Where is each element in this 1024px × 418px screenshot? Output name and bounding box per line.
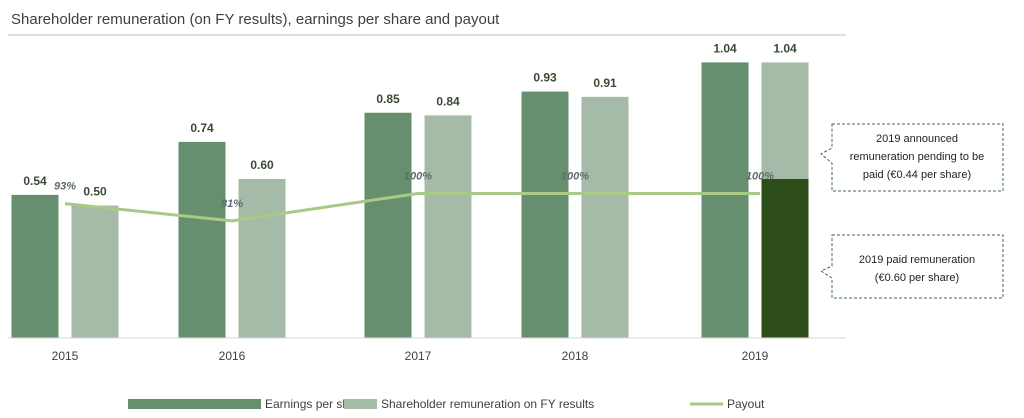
legend-swatch-remuneration [344, 399, 377, 409]
annotation-pending-box [820, 123, 1004, 192]
x-tick-2017: 2017 [405, 349, 432, 363]
x-ticks-layer: 2015 2016 2017 2018 2019 [52, 349, 769, 363]
annotation-paid-line-2: (€0.60 per share) [875, 272, 959, 284]
label-eps-2018: 0.93 [533, 71, 557, 85]
payout-label-2018: 100% [561, 170, 589, 182]
x-tick-2016: 2016 [219, 349, 246, 363]
bar-remuneration-2018 [581, 96, 629, 338]
bar-remuneration-pending-2019 [761, 62, 809, 179]
annotation-pending-line-3: paid (€0.44 per share) [863, 169, 971, 181]
annotation-pending-line-1: 2019 announced [876, 133, 958, 145]
label-remuneration-2015: 0.50 [83, 185, 107, 199]
bar-eps-2018 [521, 91, 569, 338]
chart-title: Shareholder remuneration (on FY results)… [11, 11, 500, 28]
labels-layer: 0.54 0.50 0.74 0.60 0.85 0.84 0.93 0.91 1.04 1.04… [23, 41, 797, 210]
label-remuneration-2017: 0.84 [436, 94, 460, 108]
payout-label-2016: 81% [221, 198, 243, 210]
label-remuneration-2018: 0.91 [593, 76, 617, 90]
bars-layer [11, 62, 809, 339]
bar-eps-2019 [701, 62, 749, 339]
label-eps-2015: 0.54 [23, 174, 47, 188]
annotation-paid-line-1: 2019 paid remuneration [859, 254, 975, 266]
label-eps-2017: 0.85 [376, 92, 400, 106]
bar-eps-2016 [178, 141, 226, 338]
legend: Earnings per share Shareholder remunerat… [128, 397, 765, 411]
legend-label-remuneration: Shareholder remuneration on FY results [381, 397, 594, 411]
annotation-pending: 2019 announced remuneration pending to b… [820, 123, 1004, 192]
bar-remuneration-2017 [424, 115, 472, 339]
legend-label-eps: Earnings per share [265, 397, 367, 411]
bar-remuneration-2015 [71, 205, 119, 338]
payout-label-2017: 100% [404, 170, 432, 182]
legend-label-payout: Payout [727, 397, 765, 411]
payout-label-2015: 93% [54, 181, 76, 193]
label-remuneration-2016: 0.60 [250, 158, 274, 172]
payout-line-layer [64, 191, 760, 223]
bar-eps-2015 [11, 194, 59, 338]
annotation-pending-line-2: remuneration pending to be [850, 151, 985, 163]
x-tick-2015: 2015 [52, 349, 79, 363]
label-eps-2016: 0.74 [190, 121, 214, 135]
bar-eps-2017 [364, 112, 412, 338]
payout-line [64, 191, 760, 223]
legend-swatch-eps [128, 399, 261, 409]
label-eps-2019: 1.04 [713, 41, 737, 55]
bar-remuneration-paid-2019 [761, 179, 809, 338]
payout-label-2019: 100% [746, 170, 774, 182]
annotation-paid-box [819, 234, 1004, 299]
x-tick-2019: 2019 [742, 349, 769, 363]
bar-remuneration-2016 [238, 179, 286, 338]
label-remuneration-2019: 1.04 [773, 41, 797, 55]
x-tick-2018: 2018 [562, 349, 589, 363]
annotation-paid: 2019 paid remuneration (€0.60 per share) [819, 234, 1004, 299]
